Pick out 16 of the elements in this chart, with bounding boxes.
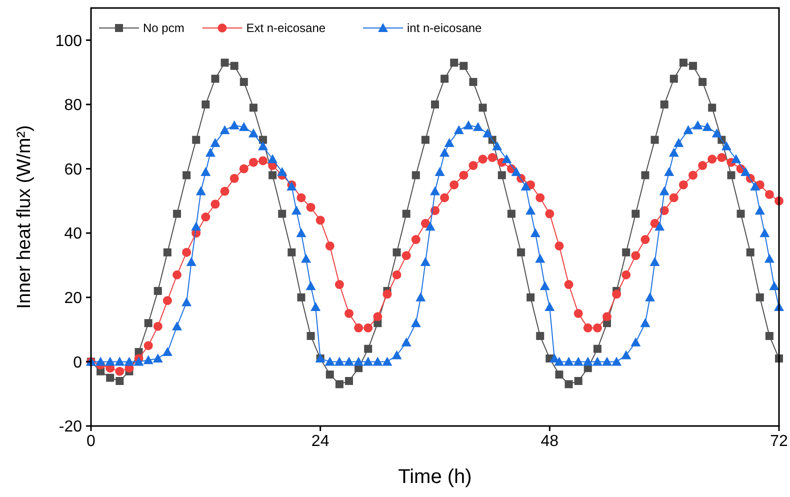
x-tick-label: 24: [311, 433, 330, 450]
legend-label: Ext n-eicosane: [246, 21, 326, 36]
y-tick-label: 40: [64, 226, 82, 243]
x-tick-label: 72: [770, 433, 788, 450]
y-tick-label: 100: [55, 32, 82, 50]
y-tick-label: 60: [64, 161, 82, 178]
x-axis-title: Time (h): [398, 466, 472, 488]
legend-label: int n-eicosane: [407, 21, 482, 36]
y-tick-label: -20: [58, 418, 82, 436]
y-tick-label: 20: [64, 290, 82, 307]
y-axis-title: Inner heat flux (W/m²): [14, 125, 35, 309]
y-tick-label: 0: [73, 354, 82, 372]
y-tick-label: 80: [64, 97, 82, 114]
x-tick-label: 0: [86, 433, 96, 450]
legend-label: No pcm: [143, 21, 184, 36]
x-tick-label: 48: [540, 433, 559, 450]
